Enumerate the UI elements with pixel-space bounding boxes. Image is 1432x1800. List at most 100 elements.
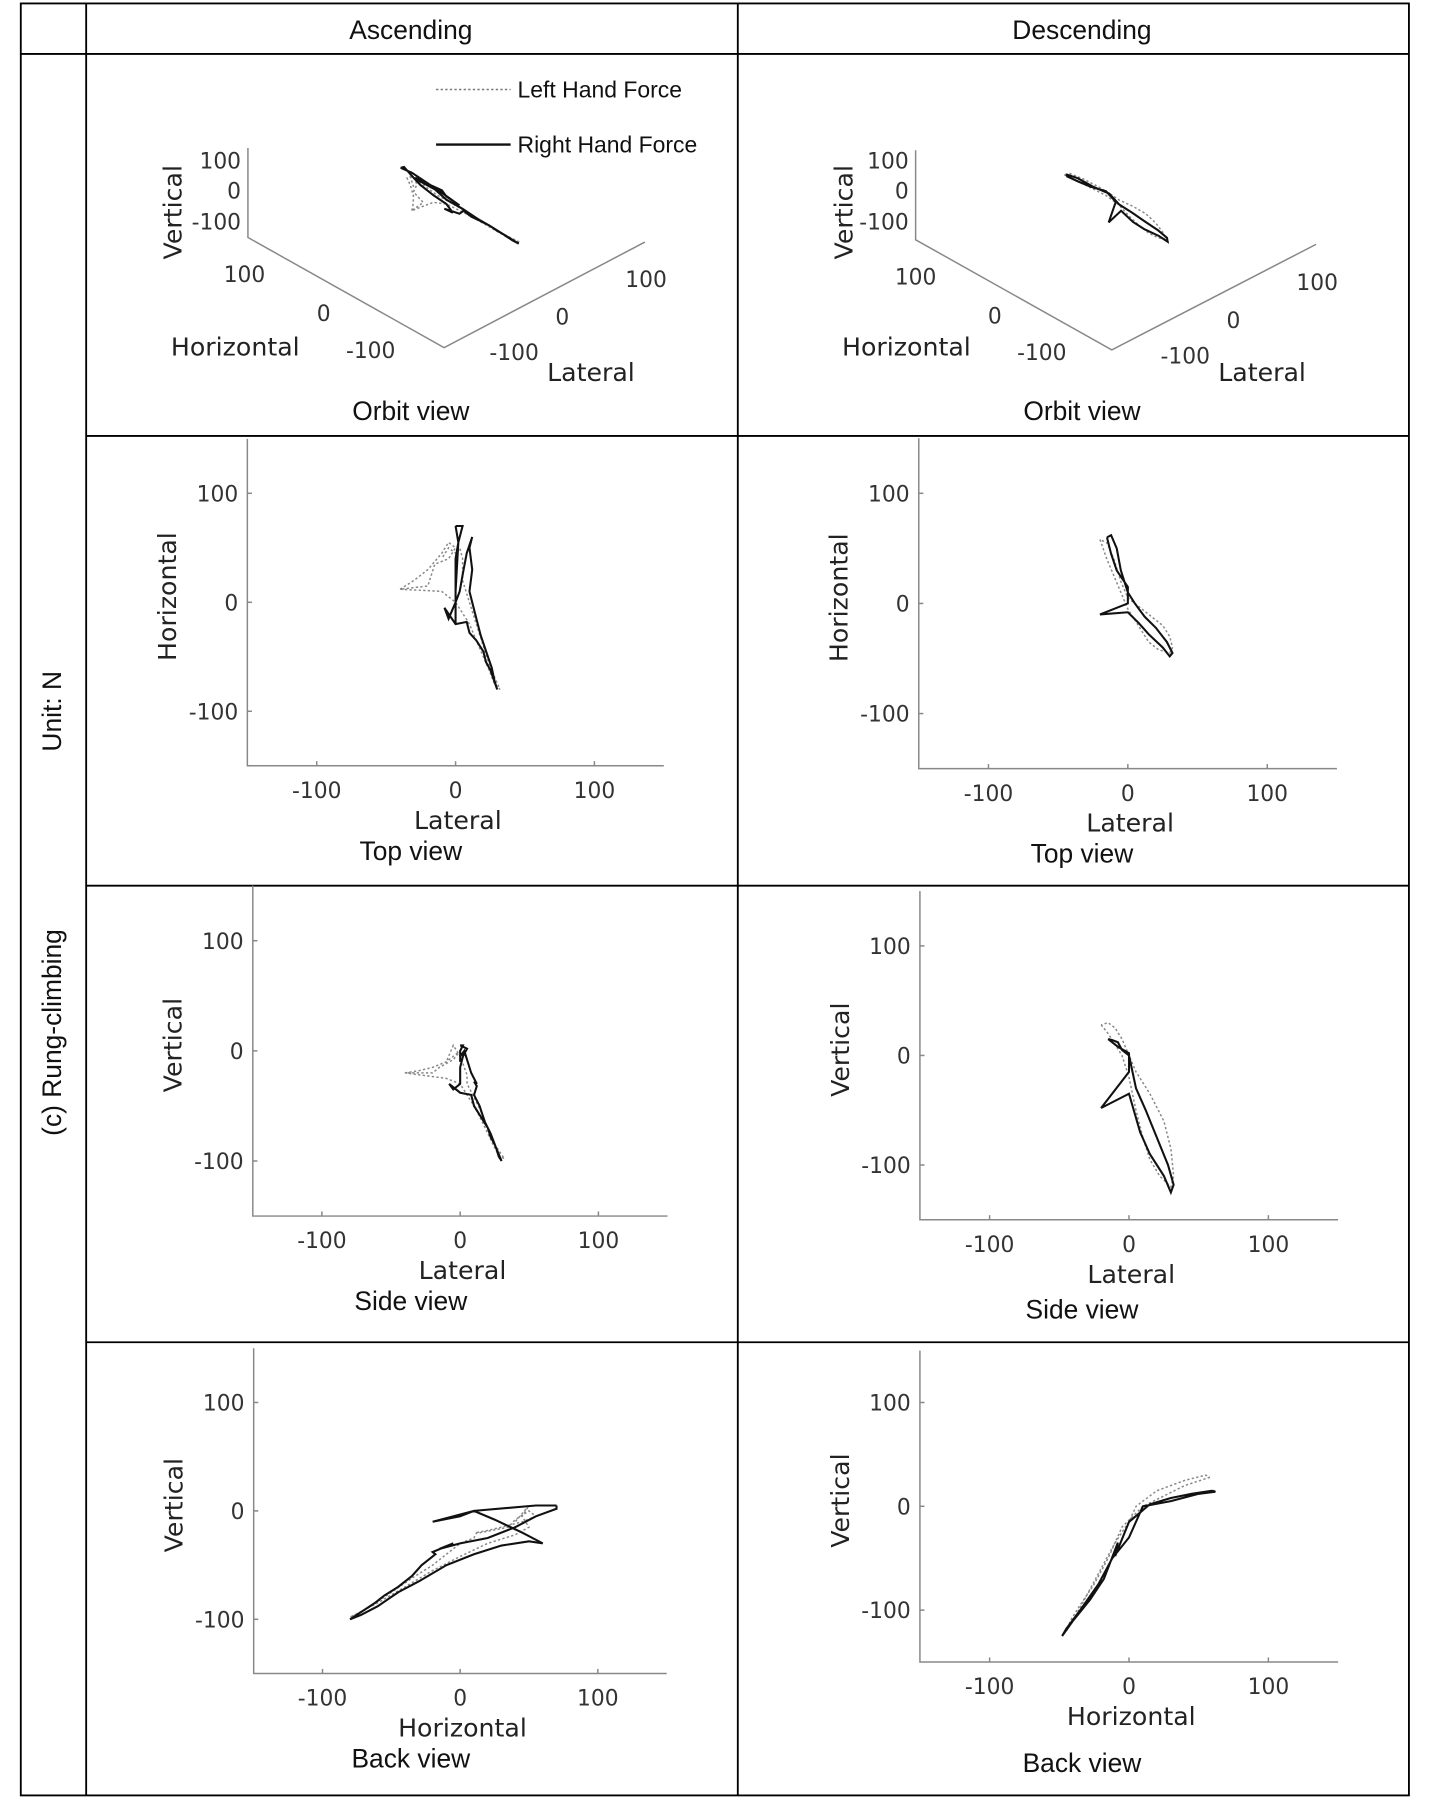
horizontal-axis-label: Horizontal [171, 333, 300, 362]
row-label-condition: (c) Rung-climbing [37, 929, 67, 1136]
x-tick-label: -100 [297, 1229, 346, 1254]
y-tick-label: 100 [869, 1392, 911, 1417]
side-view-plot-ascending: -100 -100 0 0 100 100 Lateral Vertical Side view [159, 885, 668, 1316]
left-hand-force-trace [404, 1043, 506, 1160]
x-tick-label: 0 [1121, 782, 1135, 807]
y-tick-label: -100 [194, 1150, 243, 1175]
x-tick-label: 100 [1246, 782, 1288, 807]
x-tick-label: -100 [298, 1687, 347, 1712]
y-tick-label: -100 [860, 703, 909, 728]
left-hand-force-trace [1065, 1474, 1211, 1632]
x-axis-label: Lateral [1086, 809, 1174, 838]
column-header-ascending: Ascending [349, 15, 472, 45]
back-view-plot-ascending: -100 -100 0 0 100 100 Horizontal Vertical Back v… [160, 1348, 667, 1774]
legend-right-label: Right Hand Force [518, 132, 698, 158]
view-title: Back view [1023, 1748, 1143, 1778]
y-tick-label: -100 [189, 700, 238, 725]
lateral-axis-label: Lateral [1218, 358, 1306, 387]
vertical-axis-label: Vertical [830, 165, 859, 259]
view-title: Top view [360, 836, 464, 866]
y-tick-label: -100 [195, 1608, 244, 1633]
horizontal-tick-label: -100 [1017, 341, 1066, 366]
side-view-plot-descending: -100 -100 0 0 100 100 Lateral Vertical Side view [826, 891, 1339, 1324]
horizontal-axis-label: Horizontal [842, 333, 971, 362]
x-tick-label: -100 [965, 1675, 1014, 1700]
vertical-tick-label: -100 [192, 210, 241, 235]
y-axis-label: Vertical [160, 1458, 189, 1552]
left-hand-force-trace [405, 175, 521, 244]
x-tick-label: 0 [453, 1687, 467, 1712]
y-axis-label: Vertical [826, 1003, 855, 1097]
view-title: Back view [351, 1744, 471, 1774]
axis-lines [914, 150, 1317, 351]
table-grid [19, 2, 1410, 1797]
x-tick-label: 100 [1248, 1233, 1290, 1258]
left-hand-force-trace [1100, 1021, 1175, 1189]
vertical-tick-label: 0 [895, 179, 909, 204]
y-tick-label: 0 [224, 591, 238, 616]
x-tick-label: -100 [965, 1233, 1014, 1258]
lateral-tick-label: 0 [1226, 309, 1240, 334]
y-tick-label: 0 [231, 1500, 245, 1525]
x-tick-label: 0 [453, 1229, 467, 1254]
back-view-plot-descending: -100 -100 0 0 100 100 Horizontal Vertical Back v… [826, 1350, 1339, 1778]
left-hand-force-trace [1099, 538, 1174, 654]
y-axis-label: Vertical [826, 1453, 855, 1547]
right-hand-force-trace [1061, 1489, 1216, 1637]
view-title: Orbit view [1023, 396, 1141, 426]
y-axis-label: Vertical [159, 998, 188, 1092]
view-title: Side view [354, 1286, 468, 1316]
vertical-tick-label: 0 [227, 179, 241, 204]
x-axis-label: Lateral [414, 806, 502, 835]
top-view-plot-descending: -100 -100 0 0 100 100 Lateral Horizontal Top vie… [825, 438, 1337, 869]
lateral-axis-label: Lateral [547, 358, 635, 387]
y-tick-label: 100 [869, 935, 911, 960]
x-tick-label: -100 [964, 782, 1013, 807]
y-tick-label: 0 [896, 592, 910, 617]
x-tick-label: -100 [292, 779, 341, 804]
axis-lines [247, 147, 646, 349]
axis-lines [252, 885, 668, 1217]
y-tick-label: 100 [202, 930, 244, 955]
right-hand-force-trace [1065, 173, 1170, 244]
right-hand-force-trace [1100, 1038, 1175, 1196]
x-tick-label: 100 [578, 1229, 620, 1254]
row-label-unit: Unit: N [37, 671, 67, 752]
axis-lines [252, 1348, 667, 1675]
x-tick-label: 100 [1248, 1675, 1290, 1700]
y-tick-label: 0 [897, 1044, 911, 1069]
y-axis-label: Horizontal [153, 532, 182, 661]
vertical-tick-label: 100 [867, 150, 909, 175]
view-title: Top view [1031, 839, 1135, 869]
view-title: Orbit view [352, 396, 470, 426]
x-tick-label: 0 [449, 779, 463, 804]
x-tick-label: 100 [577, 1687, 619, 1712]
y-tick-label: 100 [203, 1392, 245, 1417]
x-axis-label: Lateral [1087, 1260, 1175, 1289]
vertical-axis-label: Vertical [158, 165, 187, 259]
x-axis-label: Lateral [419, 1256, 507, 1285]
lateral-tick-label: 100 [1296, 271, 1338, 296]
horizontal-tick-label: 0 [988, 305, 1002, 330]
lateral-tick-label: 0 [555, 306, 569, 331]
x-axis-label: Horizontal [398, 1714, 527, 1743]
axis-lines [246, 438, 664, 767]
lateral-tick-label: -100 [1160, 345, 1209, 370]
y-tick-label: 100 [197, 482, 239, 507]
orbit-view-plot-descending: 100 0 -100 -100 0 100 100 0 -100 Horizontal Latera… [830, 150, 1338, 426]
view-title: Side view [1026, 1294, 1140, 1324]
top-view-plot-ascending: -100 -100 0 0 100 100 Lateral Horizontal Top vie… [153, 438, 664, 866]
axis-lines [918, 438, 1337, 770]
y-axis-label: Horizontal [825, 533, 854, 662]
y-tick-label: -100 [861, 1154, 910, 1179]
x-tick-label: 100 [574, 779, 616, 804]
horizontal-tick-label: -100 [346, 339, 395, 364]
axis-lines [919, 1350, 1339, 1663]
right-hand-force-trace [448, 1044, 503, 1162]
right-hand-force-trace [349, 1504, 558, 1621]
orbit-view-plot-ascending: 100 0 -100 -100 0 100 100 0 -100 Horizontal Latera… [158, 147, 667, 426]
horizontal-tick-label: 0 [317, 302, 331, 327]
right-hand-force-trace [443, 524, 499, 690]
x-tick-label: 0 [1122, 1675, 1136, 1700]
